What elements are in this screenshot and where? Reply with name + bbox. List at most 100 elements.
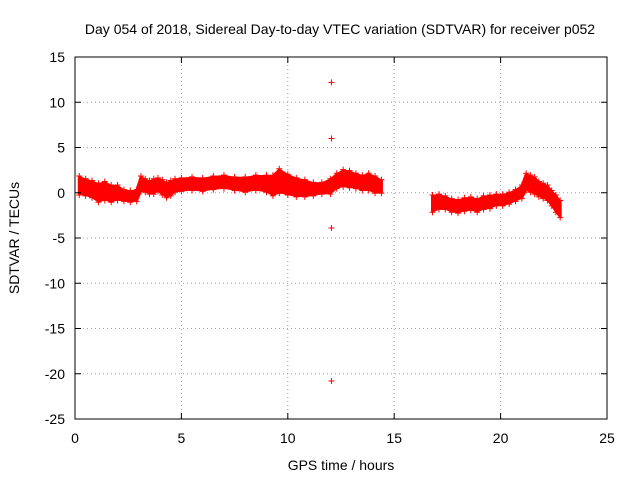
data-point [455,196,462,203]
x-axis-label: GPS time / hours [288,457,395,473]
data-point [429,209,436,216]
x-tick-label: 10 [280,430,296,446]
data-point [544,182,551,189]
data-point [242,173,249,180]
data-point [199,188,206,195]
y-tick-label: 10 [49,94,65,110]
data-point [474,195,481,202]
data-point [127,199,134,206]
data-point [189,187,196,194]
data-point [540,195,547,202]
data-point [276,165,283,172]
outlier-point [328,377,335,384]
data-point [137,188,144,195]
data-point [346,167,353,174]
data-point [352,170,359,177]
data-point [150,175,157,182]
data-point [455,210,462,217]
data-point [552,192,559,199]
data-point [486,192,493,199]
data-point [506,201,513,208]
data-point [378,190,385,197]
data-point [340,183,347,190]
data-point [493,191,500,198]
data-point [474,209,481,216]
data-point [82,175,89,182]
data-point [142,189,149,196]
y-tick-label: -15 [45,321,65,337]
data-point [461,194,468,201]
data-point [210,173,217,180]
data-point [327,175,334,182]
data-point [359,172,366,179]
y-axis-ticks: -25 -20 -15 -10 -5 0 5 10 15 [45,49,607,427]
data-point [172,175,179,182]
data-point [557,197,564,204]
outlier-point [328,79,335,86]
data-point [518,195,525,202]
data-point [95,199,102,206]
data-point [540,180,547,187]
data-point [133,198,140,205]
y-axis-label: SDTVAR / TECUs [6,182,22,294]
data-point [352,185,359,192]
data-point [535,193,542,200]
data-point [252,172,259,179]
data-point [535,178,542,185]
data-point [167,177,174,184]
data-point [133,186,140,193]
data-point [552,209,559,216]
data-point [220,185,227,192]
x-tick-label: 5 [178,430,186,446]
data-point [531,173,538,180]
data-point [108,199,115,206]
data-point [263,189,270,196]
data-point [284,171,291,178]
data-point [548,187,555,194]
data-point [499,202,506,209]
data-point [523,187,530,194]
data-band-1 [77,168,383,203]
x-tick-label: 0 [71,430,79,446]
data-point [95,180,102,187]
data-point [527,172,534,179]
data-point [172,189,179,196]
data-point [199,174,206,181]
data-point [506,189,513,196]
data-point [76,173,83,180]
data-point [210,186,217,193]
y-tick-label: -25 [45,411,65,427]
outlier-point [328,135,335,142]
data-point [442,206,449,213]
y-tick-label: -5 [53,230,66,246]
data-point [435,191,442,198]
data-point [527,189,534,196]
data-point [252,187,259,194]
data-point [493,202,500,209]
data-points [76,79,564,384]
outlier-point [328,225,335,232]
data-point [372,173,379,180]
data-point [159,192,166,199]
data-point [269,172,276,179]
data-point [108,182,115,189]
data-point [557,214,564,221]
data-point [120,186,127,193]
data-point [163,194,170,201]
data-point [548,202,555,209]
data-point [378,176,385,183]
data-point [120,198,127,205]
data-point [178,174,185,181]
data-point [442,192,449,199]
data-point [486,205,493,212]
data-point [114,182,121,189]
data-point [89,194,96,201]
data-point [346,184,353,191]
data-point [231,173,238,180]
data-point [159,176,166,183]
data-point [310,192,317,199]
data-point [318,179,325,186]
data-point [178,188,185,195]
data-point [242,189,249,196]
